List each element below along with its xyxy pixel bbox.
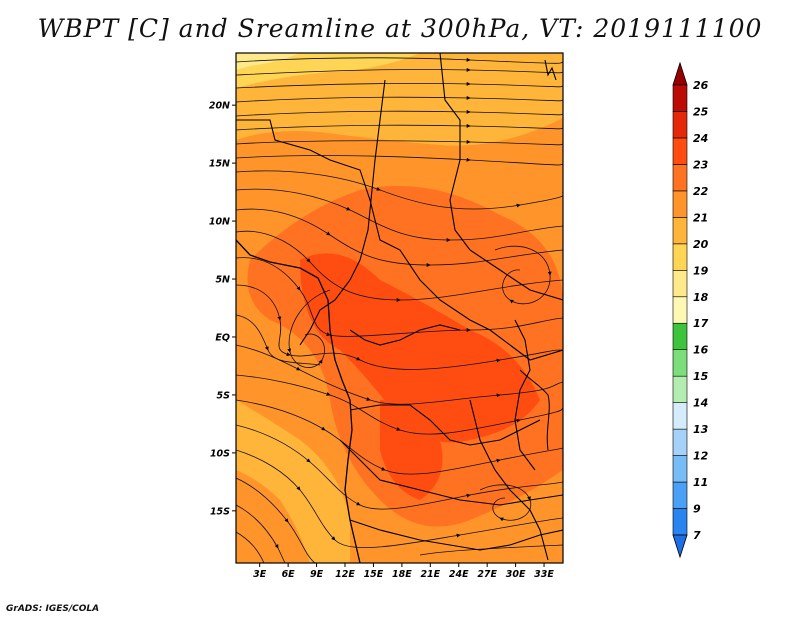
lat-label: EQ <box>215 332 230 343</box>
colorbar-label: 21 <box>693 211 708 224</box>
colorbar-swatch <box>672 111 688 139</box>
colorbar-label: 18 <box>693 291 709 304</box>
lat-label: 15N <box>209 159 230 170</box>
lon-label: 15E <box>364 569 384 580</box>
colorbar: 7 9 11 12 13 14 15 16 17 18 19 20 21 22 23 24 25 26 <box>672 61 709 559</box>
colorbar-swatch <box>672 428 688 456</box>
colorbar-label: 26 <box>693 79 709 92</box>
colorbar-label: 17 <box>693 317 709 330</box>
map-frame <box>235 52 564 564</box>
lon-label: 33E <box>534 569 554 580</box>
colorbar-label: 11 <box>693 476 708 489</box>
colorbar-label: 13 <box>693 423 709 436</box>
colorbar-label: 22 <box>693 185 709 198</box>
colorbar-swatch <box>672 375 688 403</box>
colorbar-swatch <box>672 137 688 165</box>
colorbar-label: 23 <box>693 158 709 171</box>
colorbar-swatch <box>672 508 688 536</box>
colorbar-swatch <box>672 296 688 324</box>
colorbar-swatch <box>672 190 688 218</box>
lat-label: 5N <box>215 275 230 286</box>
colorbar-swatch <box>672 243 688 271</box>
colorbar-top-arrow <box>672 61 688 86</box>
colorbar-label: 20 <box>693 238 709 251</box>
colorbar-label: 16 <box>693 344 709 357</box>
lon-label: 24E <box>449 569 469 580</box>
lat-label: 10N <box>209 217 230 228</box>
lon-label: 3E <box>253 569 267 580</box>
colorbar-label: 9 <box>693 503 701 516</box>
colorbar-swatch <box>672 322 688 351</box>
colorbar-swatch <box>672 269 688 298</box>
lon-label: 6E <box>282 569 296 580</box>
colorbar-label: 19 <box>693 264 709 277</box>
lon-label: 27E <box>477 569 497 580</box>
latitude-axis: 20N 15N 10N 5N EQ 5S 10S 15S <box>209 101 236 517</box>
colorbar-label: 14 <box>693 397 708 410</box>
colorbar-swatch <box>672 481 688 509</box>
lon-label: 9E <box>310 569 324 580</box>
temperature-shading <box>236 53 563 563</box>
colorbar-label: 7 <box>693 529 701 542</box>
colorbar-label: 24 <box>693 132 708 145</box>
lon-label: 30E <box>506 569 526 580</box>
colorbar-swatch <box>672 84 688 112</box>
colorbar-label: 12 <box>693 450 709 463</box>
lat-label: 5S <box>217 390 231 401</box>
colorbar-swatch <box>672 217 688 245</box>
colorbar-swatch <box>672 402 688 430</box>
colorbar-label: 15 <box>693 370 709 383</box>
colorbar-bottom-arrow <box>672 534 688 559</box>
grads-credit: GrADS: IGES/COLA <box>6 604 100 614</box>
colorbar-swatch <box>672 455 688 483</box>
longitude-axis: 3E 6E 9E 12E 15E 18E 21E 24E 27E 30E 33E <box>253 563 554 580</box>
colorbar-label: 25 <box>693 105 709 118</box>
colorbar-swatch <box>672 164 688 192</box>
lon-label: 12E <box>335 569 355 580</box>
chart-title: WBPT [C] and Sreamline at 300hPa, VT: 20… <box>37 14 763 43</box>
lat-label: 15S <box>210 506 230 517</box>
lat-label: 20N <box>209 101 230 112</box>
lat-label: 10S <box>210 448 230 459</box>
colorbar-swatch <box>672 349 688 377</box>
lon-label: 18E <box>392 569 412 580</box>
lon-label: 21E <box>420 569 440 580</box>
